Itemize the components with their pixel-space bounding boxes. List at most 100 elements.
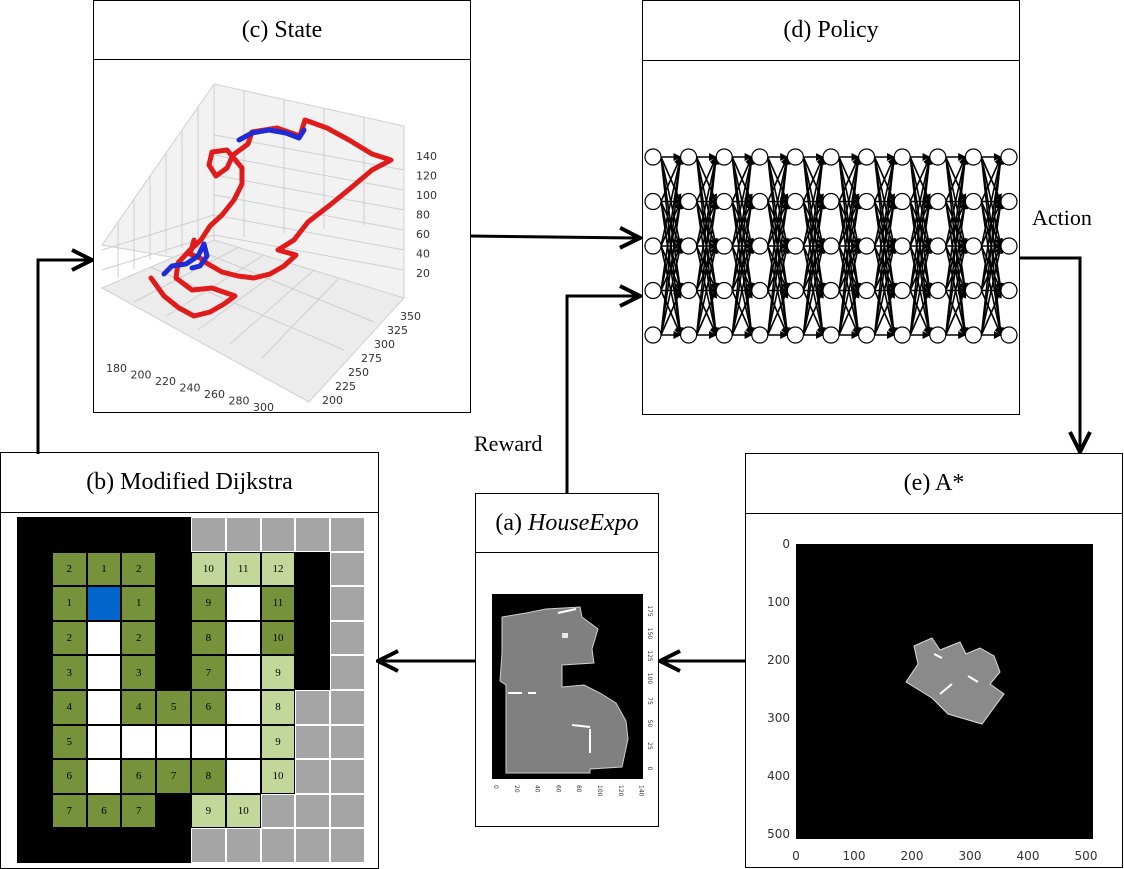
y-tick-label: 200 (322, 394, 343, 407)
houseexpo-x-tick: 0 (492, 785, 499, 789)
grid-cell: 4 (121, 690, 157, 725)
grid-cell-cost: 9 (275, 735, 281, 748)
nn-edge (731, 156, 755, 336)
grid-cell-cost: 3 (136, 666, 142, 679)
trajectory-path (148, 117, 394, 319)
grid-cell: 8 (191, 759, 226, 794)
grid-cell (295, 517, 331, 552)
houseexpo-y-tick: 50 (646, 720, 653, 728)
neural-network-diagram (644, 148, 1018, 344)
nn-edge (660, 200, 684, 336)
trajectory-highlight (236, 127, 307, 143)
state-panel-title: (c) State (93, 0, 471, 60)
grid-cell: 5 (156, 690, 191, 725)
x-tick-label: 220 (155, 375, 176, 388)
grid-cell (295, 759, 331, 794)
grid-cell (156, 517, 191, 552)
grid-cell: 9 (191, 586, 226, 621)
z-tick-label: 40 (416, 248, 430, 261)
astar-map: 0 100 200 300 400 500 0 100 200 300 400 500 (767, 537, 1097, 863)
nn-edge (873, 200, 898, 336)
grid-cell (295, 793, 331, 829)
nn-node (644, 237, 662, 255)
nn-node (822, 326, 840, 344)
grid-cell (86, 620, 122, 656)
grid-cell: 8 (191, 620, 226, 656)
nn-edge (695, 156, 720, 336)
nn-edge (873, 245, 897, 336)
action-label: Action (1032, 205, 1092, 230)
nn-edge (873, 156, 898, 291)
astar-x-tick: 300 (959, 849, 982, 863)
houseexpo-y-axis: 175 150 125 100 75 50 25 0 (646, 605, 653, 770)
z-tick-label: 60 (416, 228, 430, 241)
grid-cell-cost: 2 (66, 562, 72, 575)
nn-node (786, 237, 804, 255)
nn-node (715, 192, 733, 211)
nn-edge (945, 245, 968, 336)
z-tick-label: 20 (416, 267, 430, 280)
grid-cell (295, 690, 331, 725)
astar-y-tick: 100 (767, 595, 790, 609)
grid-cell (17, 586, 52, 621)
grid-cell-cost: 1 (136, 597, 142, 610)
grid-cell: 10 (225, 793, 261, 829)
grid-cell-cost: 9 (205, 597, 212, 610)
grid-cell: 7 (51, 793, 87, 829)
grid-cell (86, 517, 122, 552)
y-tick-label: 250 (348, 366, 369, 379)
grid-cell (156, 586, 191, 621)
nn-edge (802, 200, 826, 336)
astar-x-axis: 0 100 200 300 400 500 (792, 849, 1097, 863)
nn-edge (873, 289, 895, 336)
nn-node (893, 326, 911, 344)
grid-cell (260, 793, 296, 829)
dijkstra-grid: 2 1 2 10 11 12 1 1 9 11 2 2 8 10 3 3 7 9 4 4 5 6 8 5 9 6 6 7 8 10 7 6 7 9… (17, 517, 365, 863)
grid-cell (295, 724, 331, 760)
grid-cell-cost: 9 (275, 666, 281, 679)
grid-cell: 9 (191, 793, 226, 829)
nn-node (715, 326, 733, 344)
grid-cell (330, 620, 365, 656)
grid-cell (17, 517, 52, 552)
dijkstra-panel-title: (b) Modified Dijkstra (0, 452, 379, 513)
nn-node (893, 281, 911, 300)
astar-title-text: (e) A* (903, 470, 965, 496)
nn-edge (660, 289, 682, 336)
nn-edge (838, 200, 862, 336)
nn-node (929, 237, 947, 255)
grid-cell (295, 620, 331, 656)
grid-cell (121, 724, 157, 760)
nn-node (822, 192, 840, 211)
nn-node (715, 237, 733, 255)
grid-cell-cost: 5 (170, 701, 177, 714)
astar-y-tick: 400 (767, 769, 790, 783)
policy-title-text: (d) Policy (783, 17, 879, 43)
houseexpo-y-tick: 75 (646, 697, 653, 705)
nn-node (929, 281, 947, 300)
grid-cell (121, 517, 157, 552)
grid-cell (86, 759, 122, 794)
nn-node (679, 237, 698, 255)
grid-cell (191, 517, 226, 552)
nn-node (751, 192, 769, 211)
y-tick-label: 275 (361, 352, 382, 365)
nn-edge (945, 200, 969, 336)
nn-node (644, 281, 662, 300)
nn-edge (802, 289, 824, 336)
grid-cell (17, 620, 52, 656)
grid-cell (156, 828, 191, 863)
nn-node (751, 281, 769, 300)
grid-cell (225, 724, 261, 760)
state-title-text: (c) State (241, 16, 323, 43)
nn-node (679, 192, 698, 211)
houseexpo-x-tick: 100 (596, 785, 603, 797)
astar-x-tick: 200 (901, 849, 924, 863)
grid-cell (86, 828, 122, 863)
astar-y-tick: 300 (767, 711, 790, 725)
grid-cell (17, 655, 52, 690)
grid-cell (295, 828, 331, 863)
houseexpo-y-tick: 175 (646, 605, 653, 617)
astar-x-tick: 400 (1017, 849, 1040, 863)
